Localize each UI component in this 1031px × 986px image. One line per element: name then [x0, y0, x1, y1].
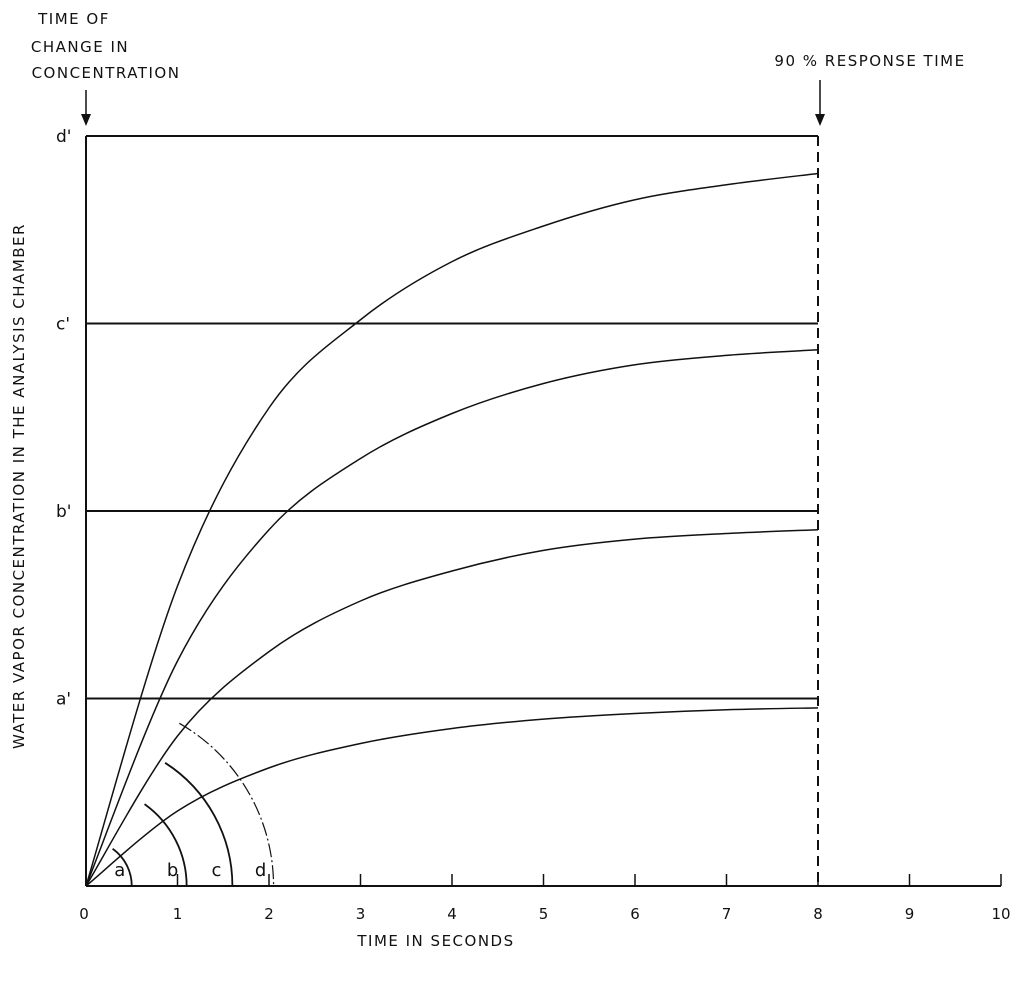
response-curve-b: [86, 529, 819, 887]
series-curves: [86, 172, 819, 887]
level-label-3: c': [56, 315, 70, 335]
y-axis-title: WATER VAPOR CONCENTRATION IN THE ANALYSI…: [10, 223, 28, 749]
left-arrow: [81, 90, 91, 126]
x-tick-label-3: 3: [356, 905, 366, 923]
x-tick-label-0: 0: [79, 905, 89, 923]
annotation-left-line-1: TIME OF: [37, 10, 110, 28]
arc-label-a: a: [114, 860, 125, 881]
arc-b: [144, 803, 188, 887]
x-tick-label-2: 2: [264, 905, 274, 923]
arc-c: [164, 762, 234, 887]
arc-label-c: c: [211, 860, 221, 881]
arc-d: [179, 722, 275, 887]
x-tick-label-4: 4: [447, 905, 457, 923]
arc-label-d: d: [255, 860, 266, 881]
x-tick-label-10: 10: [991, 905, 1010, 923]
x-tick-label-9: 9: [905, 905, 915, 923]
x-tick-label-7: 7: [722, 905, 732, 923]
response-curve-c: [86, 349, 819, 887]
x-tick-label-8: 8: [813, 905, 823, 923]
arc-a: [112, 848, 133, 887]
x-tick-label-1: 1: [173, 905, 183, 923]
level-label-1: a': [56, 690, 71, 710]
annotation-right: 90 % RESPONSE TIME: [774, 52, 965, 70]
arc-markers: a b c d: [112, 722, 275, 887]
level-label-2: b': [56, 502, 71, 522]
right-arrow: [815, 80, 825, 126]
x-ticks: 0 1 2 3 4 5 6 7 8 9 10: [79, 874, 1011, 923]
response-curve-d: [86, 172, 819, 887]
annotation-left-line-2: CHANGE IN: [31, 38, 129, 56]
response-curve-a: [86, 707, 819, 887]
x-axis-title: TIME IN SECONDS: [356, 932, 514, 950]
arc-label-b: b: [167, 860, 178, 881]
x-tick-label-6: 6: [630, 905, 640, 923]
level-label-4: d': [56, 127, 71, 147]
annotation-left-line-3: CONCENTRATION: [32, 64, 181, 82]
x-tick-label-5: 5: [539, 905, 549, 923]
level-lines: a' b' c' d': [56, 127, 818, 710]
